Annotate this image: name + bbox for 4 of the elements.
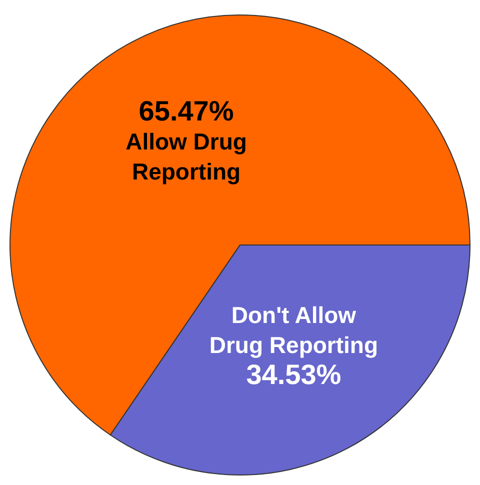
slice-label: Don't Allow Drug Reporting <box>209 302 378 358</box>
data-label: 65.47% <box>138 96 234 127</box>
data-label: 34.53% <box>246 359 342 390</box>
slice-label: Allow Drug Reporting <box>126 128 247 184</box>
